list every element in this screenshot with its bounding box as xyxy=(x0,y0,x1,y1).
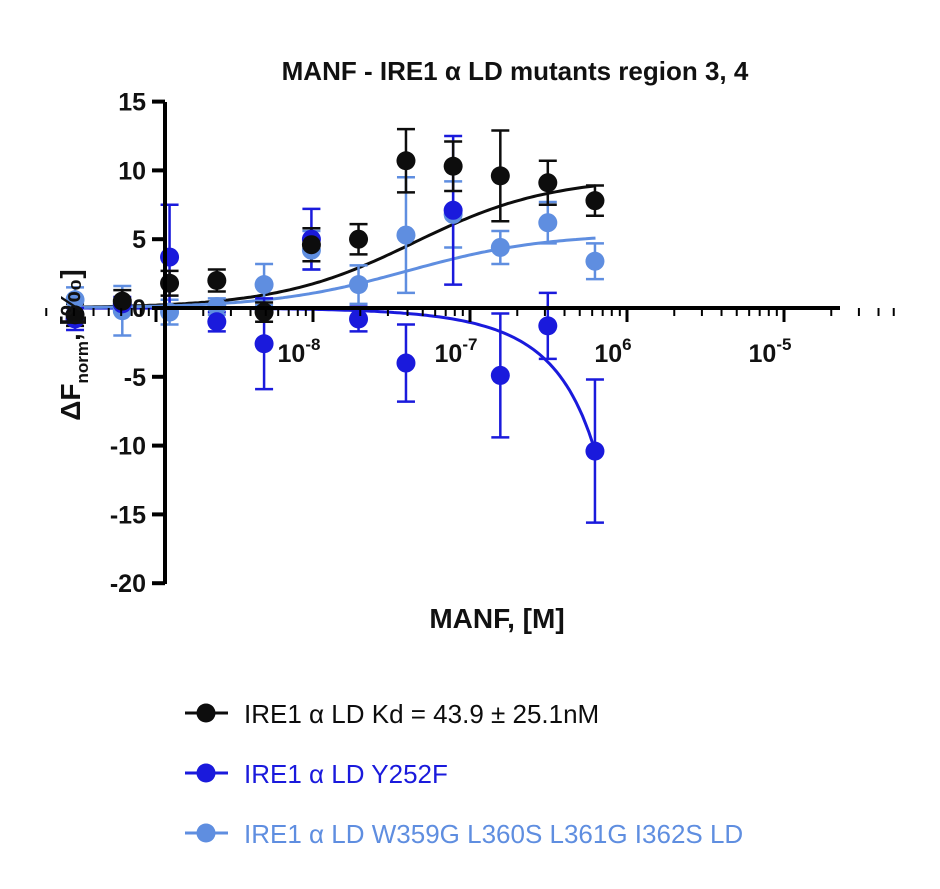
legend-label: IRE1 α LD Kd = 43.9 ± 25.1nM xyxy=(244,699,599,729)
error-bars xyxy=(66,127,604,524)
x-axis-label: MANF, [M] xyxy=(429,603,564,634)
x-tick-exponent: 6 xyxy=(622,335,631,354)
data-point-series-1 xyxy=(443,156,463,176)
data-point-series-3 xyxy=(585,251,605,271)
fit-curve-series-3 xyxy=(75,236,596,309)
x-ticks: 10-8 10-7 106 10-5 xyxy=(45,308,895,368)
data-point-series-1 xyxy=(160,273,180,293)
data-point-series-3 xyxy=(490,237,510,257)
data-point-series-1 xyxy=(490,166,510,186)
data-point-series-2 xyxy=(538,316,558,336)
data-point-series-1 xyxy=(207,270,227,290)
legend-label: IRE1 α LD W359G L360S L361G I362S LD xyxy=(244,819,743,849)
data-point-series-3 xyxy=(254,275,274,295)
legend-label: IRE1 α LD Y252F xyxy=(244,759,448,789)
data-point-series-2 xyxy=(349,309,369,329)
data-point-series-2 xyxy=(160,247,180,267)
data-point-series-1 xyxy=(112,291,132,311)
data-point-series-2 xyxy=(585,441,605,461)
data-point-series-1 xyxy=(538,173,558,193)
x-tick-base: 10 xyxy=(278,340,306,368)
x-tick-label: 106 xyxy=(594,335,631,368)
y-label-suffix: , [%₀] xyxy=(55,269,86,341)
data-point-series-2 xyxy=(443,200,463,220)
x-tick-base: 10 xyxy=(435,340,463,368)
x-tick-exponent: -7 xyxy=(462,335,477,354)
x-tick-exponent: -5 xyxy=(776,335,791,354)
y-tick-label: 0 xyxy=(132,295,146,323)
fit-curves xyxy=(75,184,597,453)
data-point-series-3 xyxy=(65,290,85,310)
data-point-series-1 xyxy=(349,229,369,249)
chart-title: MANF - IRE1 α LD mutants region 3, 4 xyxy=(282,56,749,86)
data-point-series-1 xyxy=(396,151,416,171)
legend-marker xyxy=(196,763,216,783)
y-ticks: 15 10 5 0 -5 -10 -15 -20 xyxy=(110,89,165,598)
legend-marker xyxy=(196,703,216,723)
data-point-series-3 xyxy=(396,225,416,245)
fit-curve-series-2 xyxy=(75,306,597,453)
x-tick-base: 10 xyxy=(594,340,622,368)
data-points xyxy=(65,151,605,461)
data-point-series-1 xyxy=(254,302,274,322)
y-tick-label: -5 xyxy=(124,364,146,392)
x-tick-label: 10-8 xyxy=(278,335,321,368)
plot-area xyxy=(65,127,605,524)
legend-marker xyxy=(196,823,216,843)
data-point-series-2 xyxy=(254,334,274,354)
data-point-series-1 xyxy=(65,305,85,325)
y-tick-label: -10 xyxy=(110,433,146,461)
legend: IRE1 α LD Kd = 43.9 ± 25.1nM IRE1 α LD Y2… xyxy=(185,699,743,849)
y-tick-label: 5 xyxy=(132,226,146,254)
data-point-series-3 xyxy=(349,275,369,295)
data-point-series-2 xyxy=(396,353,416,373)
y-tick-label: -15 xyxy=(110,501,146,529)
data-point-series-1 xyxy=(585,191,605,211)
data-point-series-2 xyxy=(490,365,510,385)
data-point-series-3 xyxy=(538,213,558,233)
data-point-series-3 xyxy=(160,302,180,322)
x-tick-label: 10-5 xyxy=(749,335,792,368)
data-point-series-1 xyxy=(301,235,321,255)
y-tick-label: 15 xyxy=(118,89,146,117)
y-label-subscript: norm xyxy=(73,341,92,384)
y-tick-label: -20 xyxy=(110,570,146,598)
y-tick-label: 10 xyxy=(118,157,146,185)
y-axis-label: ΔFnorm, [%₀] xyxy=(55,269,92,420)
x-tick-base: 10 xyxy=(749,340,777,368)
data-point-series-2 xyxy=(207,312,227,332)
x-tick-label: 10-7 xyxy=(435,335,478,368)
y-label-delta: ΔF xyxy=(55,384,86,421)
x-tick-exponent: -8 xyxy=(305,335,320,354)
